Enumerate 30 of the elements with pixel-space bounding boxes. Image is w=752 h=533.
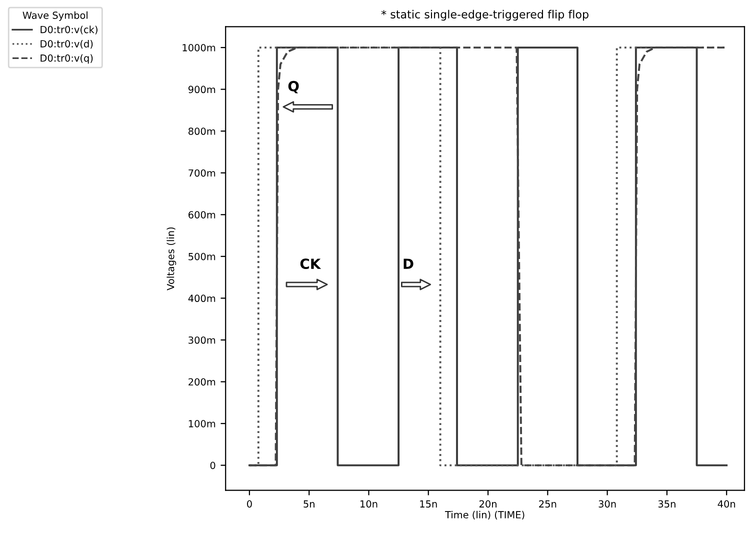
y-tick-label: 500m bbox=[188, 252, 216, 260]
x-tick-label: 25n bbox=[539, 500, 556, 508]
y-tick-label: 900m bbox=[188, 86, 216, 94]
y-tick-label: 0 bbox=[210, 462, 216, 470]
x-tick-label: 5n bbox=[304, 500, 314, 508]
x-tick-label: 10n bbox=[360, 500, 378, 508]
annotation: D bbox=[404, 258, 414, 269]
y-tick-label: 300m bbox=[188, 336, 216, 344]
legend-label: D0:tr0:v(q) bbox=[40, 54, 93, 64]
legend-label: D0:tr0:v(ck) bbox=[40, 26, 98, 34]
y-tick-label: 800m bbox=[188, 128, 216, 135]
legend-title: Wave Symbol bbox=[22, 11, 88, 21]
x-tick-label: 20n bbox=[479, 500, 496, 508]
annotation: Q bbox=[288, 80, 299, 94]
x-tick-label: 35n bbox=[658, 500, 676, 508]
x-axis-title: Time (lin) (TIME) bbox=[444, 510, 524, 520]
legend-label: D0:tr0:v(d) bbox=[40, 40, 93, 49]
y-tick-label: 100m bbox=[188, 420, 216, 428]
y-tick-label: 700m bbox=[188, 169, 216, 177]
x-tick-label: 15n bbox=[420, 500, 437, 508]
x-tick-label: 30n bbox=[598, 500, 616, 508]
annotation: CK bbox=[300, 258, 322, 270]
y-tick-label: 200m bbox=[188, 378, 216, 386]
chart-title: * static single-edge-triggered flip flop bbox=[381, 10, 588, 21]
y-tick-label: 1000m bbox=[182, 44, 216, 52]
y-axis-title: Voltages (lin) bbox=[166, 227, 176, 290]
y-tick-label: 400m bbox=[188, 294, 216, 302]
y-tick-label: 600m bbox=[188, 211, 216, 218]
x-tick-label: 0 bbox=[247, 500, 252, 508]
x-tick-label: 40n bbox=[718, 500, 736, 508]
